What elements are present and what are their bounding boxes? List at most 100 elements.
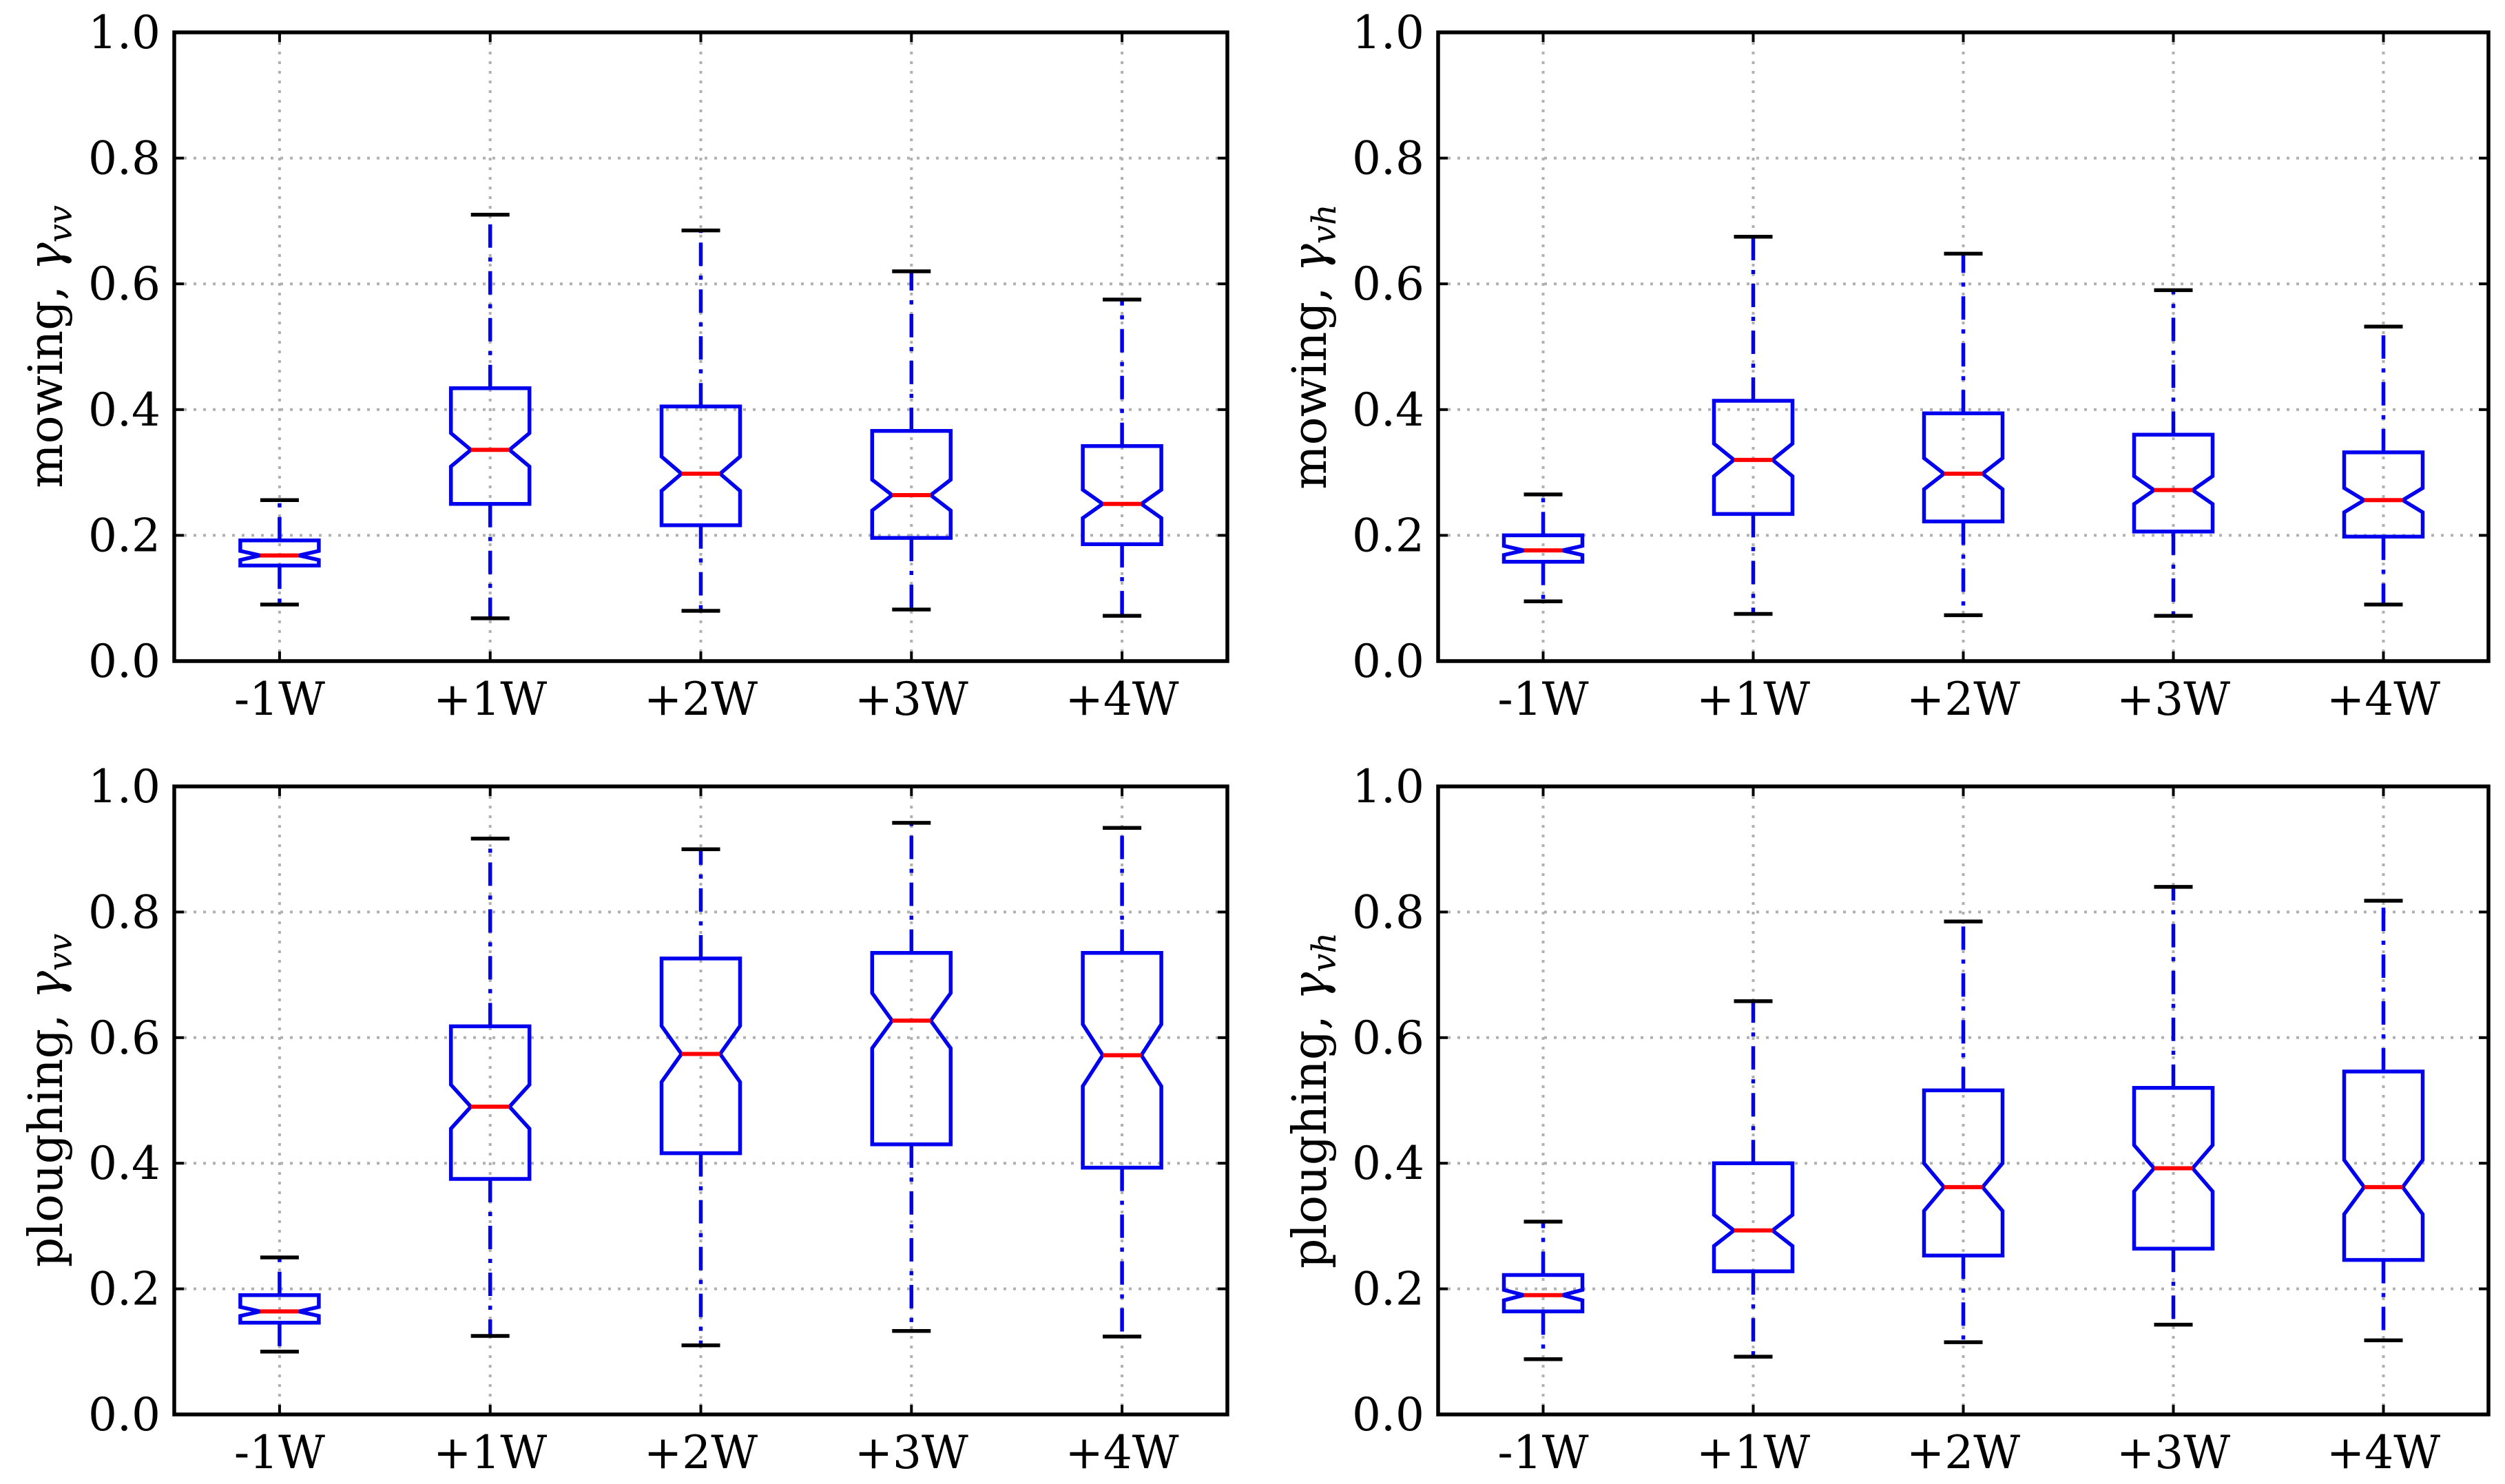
notched-box [448, 1024, 532, 1181]
box-+4W [1081, 826, 1163, 1339]
x-tick-label: +3W [2117, 1426, 2230, 1479]
x-tick-label: +4W [1066, 673, 1179, 726]
notched-box [448, 386, 532, 506]
y-tick-label: 0.8 [1352, 886, 1424, 939]
x-tick-label: +4W [2327, 673, 2440, 726]
box-+4W [1081, 297, 1163, 618]
x-tick-label: +3W [2117, 673, 2230, 726]
panel-ploughing-vv: 0.0 0.2 0.4 0.6 0.8 1.0 -1W +1W +2W +3W +4W ploughi… [19, 760, 1229, 1479]
y-tick-label: 0.2 [1352, 1263, 1424, 1316]
y-axis-label: mowing, γvh [1283, 204, 1344, 490]
box-+4W [2342, 324, 2425, 607]
y-tick-label: 0.2 [1352, 509, 1424, 562]
panel-mowing-vh: 0.0 0.2 0.4 0.6 0.8 1.0 -1W +1W +2W +3W +4W mowing,… [1283, 6, 2491, 726]
y-tick-label: 0.8 [88, 132, 160, 185]
box-+3W [870, 269, 953, 612]
notched-box [238, 1293, 321, 1325]
notched-box [1922, 1088, 2005, 1258]
x-tick-label: +3W [855, 673, 968, 726]
y-tick-label: 0.0 [1352, 635, 1424, 688]
y-tick-label: 0.2 [88, 1263, 160, 1316]
y-axis-label-main: ploughing, [1283, 1001, 1338, 1269]
notched-box [1712, 1161, 1795, 1273]
panel-ploughing-vh: 0.0 0.2 0.4 0.6 0.8 1.0 -1W +1W +2W +3W +4W ploughi… [1283, 760, 2491, 1479]
x-tick-label: -1W [234, 673, 325, 726]
box-+3W [870, 821, 953, 1333]
notched-box [2342, 450, 2425, 539]
notched-box [1922, 411, 2005, 524]
notched-box [1501, 1273, 1585, 1314]
box-+2W [659, 847, 742, 1348]
box-+1W [448, 213, 532, 620]
x-tick-label: +1W [1696, 673, 1810, 726]
notched-box [1081, 950, 1163, 1170]
notched-box [1712, 399, 1795, 516]
y-axis-label-main: ploughing, [19, 999, 74, 1268]
notched-box [659, 404, 742, 527]
y-tick-label: 0.6 [88, 258, 160, 311]
box-+1W [448, 836, 532, 1338]
x-tick-label: -1W [1497, 673, 1588, 726]
y-axis-label-main: mowing, [19, 271, 74, 488]
x-tick-label: +1W [433, 1426, 547, 1479]
x-tick-label: -1W [1497, 1426, 1588, 1479]
y-axis-label-subscript: vv [41, 934, 80, 971]
box-+2W [1922, 919, 2005, 1344]
box-+3W [2132, 885, 2215, 1327]
notched-box [659, 957, 742, 1156]
y-axis-label-symbol: γ [19, 242, 74, 271]
axes-frame [1436, 784, 2491, 1417]
y-axis-label-symbol: γ [1283, 244, 1338, 272]
y-axis-label-main: mowing, [1283, 272, 1338, 490]
y-tick-label: 0.0 [1352, 1388, 1424, 1441]
axes-frame [1436, 30, 2491, 663]
y-tick-label: 0.4 [88, 384, 160, 437]
y-tick-label: 0.8 [1352, 132, 1424, 185]
x-tick-label: +2W [644, 1426, 758, 1479]
y-axis-label: ploughing, γvh [1283, 932, 1344, 1268]
y-tick-label: 0.2 [88, 509, 160, 562]
y-axis-label-subscript: vv [41, 205, 80, 242]
box-+2W [1922, 251, 2005, 618]
y-axis-label-symbol: γ [19, 971, 74, 999]
y-tick-label: 1.0 [1352, 760, 1424, 813]
y-tick-label: 0.8 [88, 886, 160, 939]
y-tick-label: 0.6 [1352, 1012, 1424, 1065]
notched-box [2132, 1086, 2215, 1251]
notched-box [2342, 1069, 2425, 1262]
y-tick-label: 0.6 [88, 1012, 160, 1065]
x-tick-label: +1W [1696, 1426, 1810, 1479]
panel-mowing-vv: 0.0 0.2 0.4 0.6 0.8 1.0 -1W +1W +2W +3W +4W mowing,… [19, 6, 1229, 726]
box-+4W [2342, 899, 2425, 1343]
y-tick-label: 0.6 [1352, 258, 1424, 311]
notched-box [1081, 444, 1163, 546]
x-tick-label: +1W [433, 673, 547, 726]
box--1W [1501, 492, 1585, 604]
notched-box [870, 950, 953, 1147]
x-tick-label: -1W [234, 1426, 325, 1479]
box--1W [238, 1255, 321, 1354]
notched-box [1501, 533, 1585, 564]
y-tick-label: 1.0 [1352, 6, 1424, 59]
y-tick-label: 1.0 [88, 760, 160, 813]
x-tick-label: +4W [2327, 1426, 2440, 1479]
box-+2W [659, 228, 742, 613]
y-axis-label: ploughing, γvv [19, 934, 80, 1268]
box-+3W [2132, 288, 2215, 618]
y-tick-label: 0.4 [1352, 384, 1424, 437]
y-tick-label: 0.0 [88, 1388, 160, 1441]
y-axis-label: mowing, γvv [19, 205, 80, 488]
y-axis-label-subscript: vh [1305, 932, 1344, 972]
notched-box [238, 538, 321, 567]
y-tick-label: 0.0 [88, 635, 160, 688]
y-axis-label-subscript: vh [1305, 204, 1344, 244]
notched-box [870, 429, 953, 540]
box--1W [238, 498, 321, 607]
x-tick-label: +4W [1066, 1426, 1179, 1479]
box--1W [1501, 1220, 1585, 1361]
y-axis-label-symbol: γ [1283, 972, 1338, 1001]
notched-box [2132, 432, 2215, 534]
box-+1W [1712, 999, 1795, 1359]
axes-frame [172, 30, 1229, 663]
